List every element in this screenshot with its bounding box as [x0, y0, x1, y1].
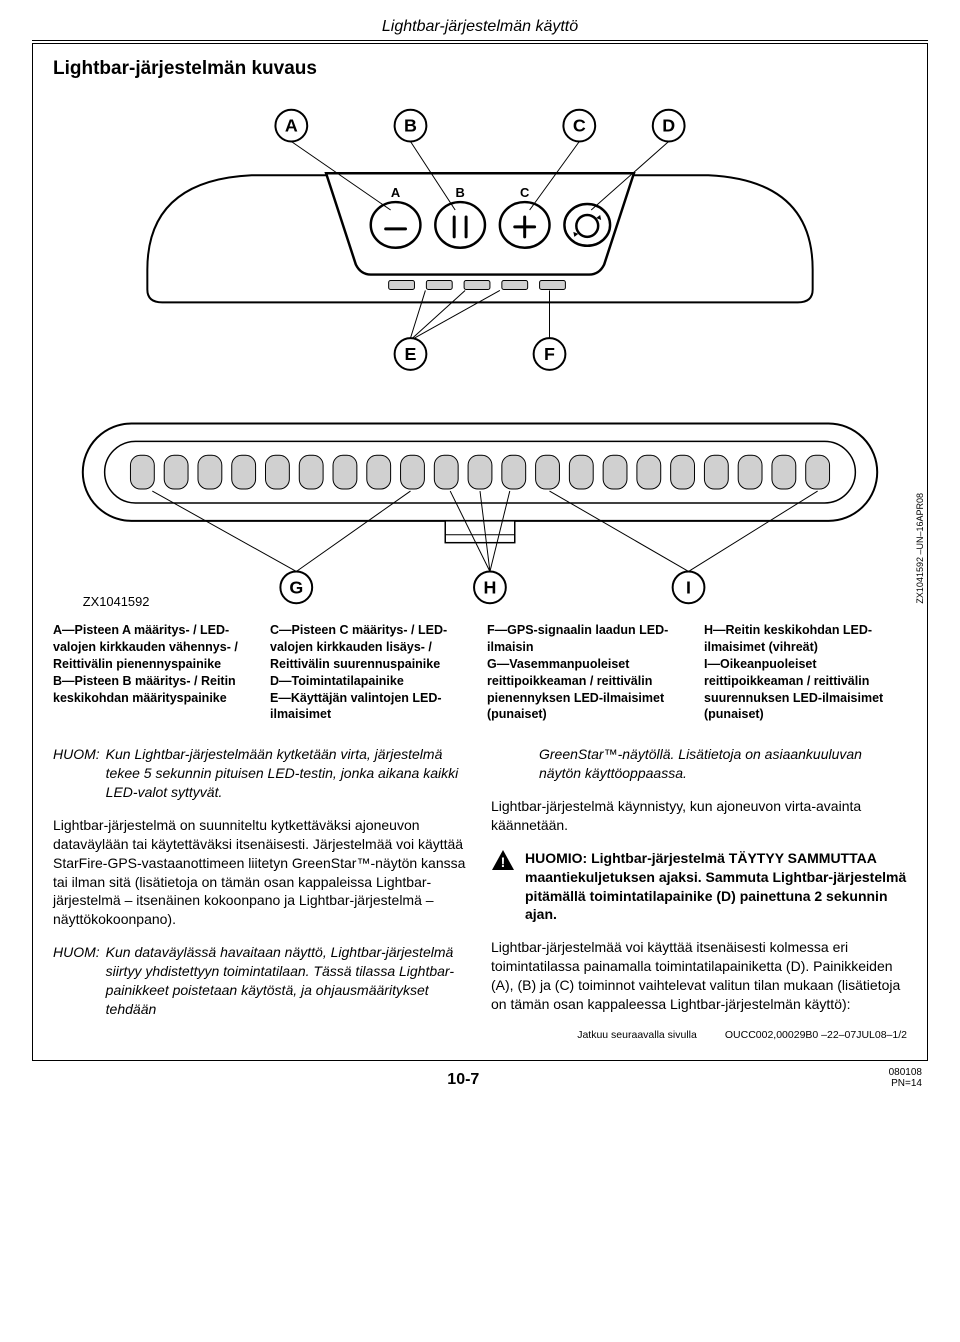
paragraph: GreenStar™-näytöllä. Lisätietoja on asia… — [491, 745, 907, 783]
paragraph: Lightbar-järjestelmä käynnistyy, kun ajo… — [491, 797, 907, 835]
diagram-vertical-ref: ZX1041592 –UN–16APR08 — [915, 493, 925, 604]
section-title: Lightbar-järjestelmän kuvaus — [53, 58, 907, 80]
note: HUOM: Kun Lightbar-järjestelmään kytketä… — [53, 745, 469, 802]
legend-item: E—Käyttäjän valintojen LED-ilmaisimet — [270, 690, 473, 724]
note-label: HUOM: — [53, 745, 100, 802]
callout-d: D — [662, 116, 675, 136]
paragraph: Lightbar-järjestelmää voi käyttää itsenä… — [491, 938, 907, 1014]
legend-item: H—Reitin keskikohdan LED-ilmaisimet (vih… — [704, 622, 907, 656]
page-number: 10-7 — [38, 1071, 889, 1089]
diagram-ref: ZX1041592 — [83, 594, 150, 609]
note: HUOM: Kun dataväylässä havaitaan näyttö,… — [53, 943, 469, 1019]
callout-i: I — [686, 577, 691, 597]
body-columns: HUOM: Kun Lightbar-järjestelmään kytketä… — [53, 745, 907, 1042]
svg-text:!: ! — [501, 854, 506, 870]
running-title: Lightbar-järjestelmän käyttö — [32, 18, 928, 36]
callout-g: G — [289, 577, 303, 597]
paragraph: Lightbar-järjestelmä on suunniteltu kytk… — [53, 816, 469, 929]
svg-text:A: A — [391, 185, 400, 200]
callout-f: F — [544, 344, 555, 364]
callout-b: B — [404, 116, 417, 136]
lightbar-diagram: A B C D — [53, 94, 907, 614]
legend-item: F—GPS-signaalin laadun LED-ilmaisin — [487, 622, 690, 656]
note-label: HUOM: — [53, 943, 100, 1019]
caution-text: HUOMIO: Lightbar-järjestelmä TÄYTYY SAMM… — [525, 850, 906, 923]
doc-ref: OUCC002,00029B0 –22–07JUL08–1/2 — [725, 1028, 907, 1042]
footer-date: 080108 — [889, 1067, 922, 1078]
legend-item: D—Toimintatilapainike — [270, 673, 473, 690]
left-column: HUOM: Kun Lightbar-järjestelmään kytketä… — [53, 745, 469, 1042]
callout-h: H — [483, 577, 496, 597]
caution-block: ! HUOMIO: Lightbar-järjestelmä TÄYTYY SA… — [491, 849, 907, 925]
warning-icon: ! — [491, 849, 515, 871]
legend-item: B—Pisteen B määritys- / Reitin keskikohd… — [53, 673, 256, 707]
content-box: Lightbar-järjestelmän kuvaus A B C D — [32, 43, 928, 1061]
footer-pn: PN=14 — [889, 1078, 922, 1089]
note-body: Kun Lightbar-järjestelmään kytketään vir… — [106, 745, 469, 802]
legend-item: I—Oikeanpuoleiset reittipoikkeaman / rei… — [704, 656, 907, 724]
header-rule — [32, 40, 928, 41]
legend: A—Pisteen A määritys- / LED-valojen kirk… — [53, 622, 907, 723]
callout-e: E — [405, 344, 417, 364]
continue-row: Jatkuu seuraavalla sivulla OUCC002,00029… — [491, 1028, 907, 1042]
callout-c: C — [573, 116, 586, 136]
callout-a: A — [285, 116, 298, 136]
continue-label: Jatkuu seuraavalla sivulla — [577, 1028, 697, 1042]
legend-item: C—Pisteen C määritys- / LED-valojen kirk… — [270, 622, 473, 673]
right-column: GreenStar™-näytöllä. Lisätietoja on asia… — [491, 745, 907, 1042]
note-body: Kun dataväylässä havaitaan näyttö, Light… — [106, 943, 469, 1019]
legend-item: G—Vasemmanpuoleiset reittipoikkeaman / r… — [487, 656, 690, 724]
legend-item: A—Pisteen A määritys- / LED-valojen kirk… — [53, 622, 256, 673]
svg-text:C: C — [520, 185, 529, 200]
upper-housing: A B C — [147, 173, 812, 302]
page-footer: 10-7 080108 PN=14 — [32, 1067, 928, 1089]
svg-text:B: B — [455, 185, 464, 200]
lower-lightbar — [83, 424, 877, 543]
